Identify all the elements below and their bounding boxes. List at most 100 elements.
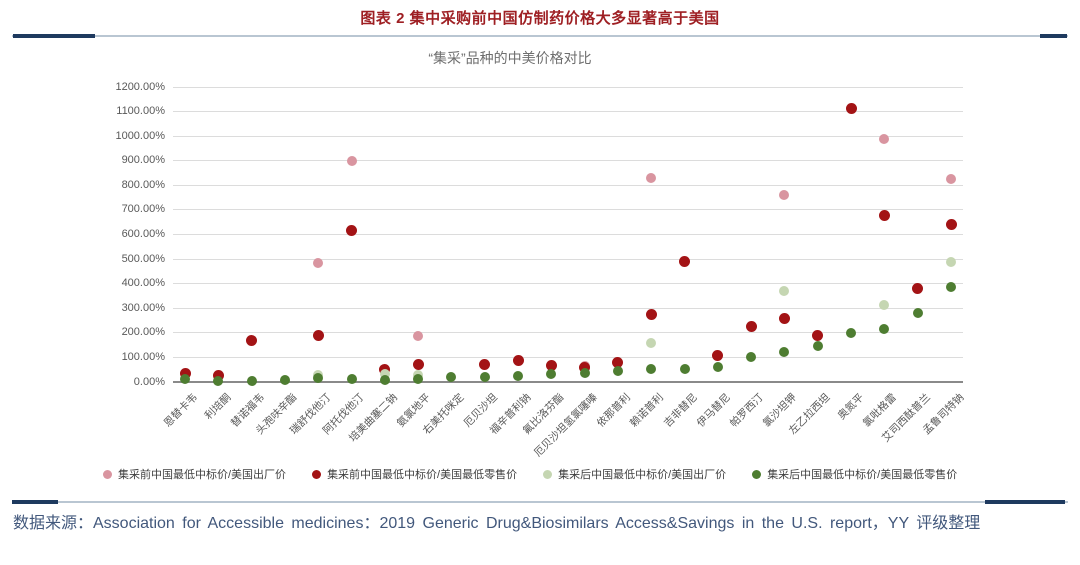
data-point: [479, 358, 491, 370]
x-category-label: 吉非替尼: [661, 391, 700, 430]
data-point: [879, 324, 890, 335]
y-gridline: [173, 332, 963, 334]
legend-label: 集采后中国最低中标价/美国出厂价: [558, 469, 727, 481]
x-category-label: 依那普利: [594, 391, 633, 430]
legend-marker-icon: [752, 469, 762, 479]
data-point: [579, 361, 591, 373]
data-point: [313, 258, 324, 269]
legend-item: 集采前中国最低中标价/美国出厂价: [103, 466, 286, 482]
top-divider-left-accent: [13, 34, 95, 38]
data-point: [645, 308, 657, 320]
y-gridline: [173, 111, 963, 113]
data-point: [213, 375, 224, 386]
data-point: [845, 102, 857, 114]
legend-label: 集采前中国最低中标价/美国最低零售价: [327, 469, 518, 481]
bottom-divider-right-accent: [985, 500, 1065, 504]
data-point: [412, 359, 424, 371]
legend-item: 集采后中国最低中标价/美国出厂价: [543, 466, 726, 482]
data-point: [712, 362, 723, 373]
data-point: [878, 209, 890, 221]
y-gridline: [173, 86, 963, 88]
data-point: [279, 375, 290, 386]
data-point: [879, 133, 890, 144]
data-point: [912, 282, 924, 294]
x-category-label: 帕罗西汀: [727, 391, 767, 430]
x-axis-line: [173, 381, 963, 383]
data-point: [512, 354, 524, 366]
y-gridline: [173, 184, 963, 186]
data-point: [846, 327, 857, 338]
data-point: [579, 367, 590, 378]
data-point: [246, 334, 258, 346]
data-point: [945, 218, 957, 230]
y-axis-tick-label: 1200.00%: [115, 80, 165, 93]
bottom-divider-line: [12, 501, 1068, 503]
y-axis-tick-label: 900.00%: [121, 154, 165, 167]
x-category-label: 赖诺普利: [627, 391, 667, 430]
legend-marker-icon: [312, 469, 322, 479]
data-point: [546, 368, 557, 379]
y-axis-tick-label: 300.00%: [121, 301, 165, 314]
data-point: [778, 312, 790, 324]
y-axis-tick-label: 100.00%: [121, 350, 165, 363]
y-gridline: [173, 356, 963, 358]
y-gridline: [173, 209, 963, 211]
y-gridline: [173, 234, 963, 235]
data-point: [646, 173, 657, 184]
y-gridline: [173, 258, 963, 260]
data-point: [313, 373, 324, 384]
x-category-label: 恩替卡韦: [161, 391, 200, 430]
data-point: [812, 341, 823, 352]
data-point: [612, 356, 624, 368]
data-point: [413, 373, 424, 384]
data-source-note: 数据来源：Association for Accessible medicine…: [13, 515, 981, 532]
data-point: [779, 189, 790, 200]
data-point: [912, 308, 923, 319]
data-point: [946, 256, 956, 267]
legend-marker-icon: [543, 469, 553, 479]
data-point: [413, 331, 424, 342]
data-point: [379, 369, 390, 380]
data-point: [479, 372, 490, 383]
data-point: [779, 347, 790, 357]
data-point: [745, 321, 757, 333]
data-point: [379, 374, 390, 385]
chart-title: “集采”品种的中美价格对比: [428, 50, 592, 66]
y-gridline: [173, 307, 963, 309]
data-point: [246, 375, 257, 386]
report-title: 图表 2 集中采购前中国仿制药价格大多显著高于美国: [360, 10, 720, 27]
data-point: [812, 329, 824, 341]
y-axis-tick-label: 1000.00%: [115, 129, 165, 142]
data-point: [312, 329, 324, 341]
data-point: [679, 363, 690, 374]
data-point: [446, 372, 457, 383]
data-point: [212, 369, 224, 381]
data-point: [646, 337, 657, 348]
bottom-divider-left-accent: [12, 500, 58, 504]
data-point: [712, 350, 724, 362]
legend-label: 集采后中国最低中标价/美国最低零售价: [767, 469, 958, 481]
data-point: [180, 374, 190, 385]
data-point: [679, 255, 691, 267]
x-category-label: 伊马替尼: [694, 391, 733, 430]
data-point: [646, 363, 657, 374]
data-point: [946, 174, 956, 185]
data-point: [179, 367, 191, 379]
y-gridline: [173, 283, 963, 285]
y-axis-tick-label: 700.00%: [121, 203, 165, 216]
legend-label: 集采前中国最低中标价/美国出厂价: [118, 469, 287, 481]
legend-item: 集采后中国最低中标价/美国最低零售价: [752, 466, 957, 482]
data-point: [545, 359, 557, 371]
data-point: [879, 300, 890, 311]
y-axis-tick-label: 0.00%: [133, 375, 165, 388]
data-point: [346, 156, 357, 167]
y-axis-tick-label: 400.00%: [121, 277, 165, 290]
top-divider-right-accent: [1040, 34, 1067, 38]
data-point: [513, 371, 524, 382]
data-point: [612, 365, 623, 376]
data-point: [946, 282, 956, 293]
chart-legend: 集采前中国最低中标价/美国出厂价 集采前中国最低中标价/美国最低零售价 集采后中国最…: [103, 466, 957, 482]
y-gridline: [173, 160, 963, 162]
